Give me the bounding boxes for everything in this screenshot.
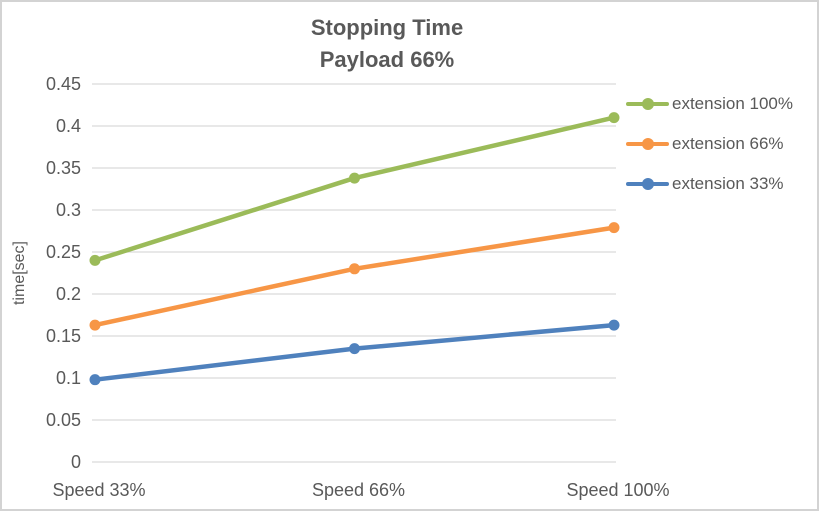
series-line [92, 225, 617, 328]
y-tick-label: 0.35 [45, 158, 81, 178]
x-tick-label: Speed 66% [311, 480, 406, 500]
chart-title-line1: Stopping Time [310, 15, 464, 40]
y-tick-label: 0.25 [45, 242, 81, 262]
y-tick-label: 0.2 [55, 284, 81, 304]
legend-label: extension 33% [672, 174, 784, 193]
y-tick-label: 0.4 [55, 116, 81, 136]
legend-item: extension 66% [626, 133, 784, 155]
y-tick-label: 0.15 [45, 326, 81, 346]
legend-marker-icon [642, 138, 654, 150]
legend-item: extension 100% [626, 93, 793, 115]
legend-line-icon [626, 138, 669, 150]
data-point [89, 254, 101, 266]
data-point [349, 172, 360, 184]
y-tick-label: 0.45 [45, 74, 81, 94]
legend-line-icon [626, 98, 669, 110]
y-tick-label: 0.3 [55, 200, 81, 220]
data-point [349, 343, 360, 355]
data-point [89, 319, 101, 331]
legend-label: extension 66% [672, 134, 784, 153]
data-point [608, 112, 620, 124]
legend-item: extension 33% [626, 173, 784, 195]
legend-label: extension 100% [672, 94, 793, 113]
y-tick-label: 0.05 [45, 410, 81, 430]
chart-title: Stopping Time Payload 66% [311, 12, 463, 76]
y-tick-label: 0 [70, 452, 81, 472]
data-point [349, 263, 360, 275]
data-point [608, 222, 620, 234]
chart-title-line2: Payload 66% [319, 47, 455, 72]
x-tick-label: Speed 100% [566, 480, 670, 500]
x-tick-label: Speed 33% [52, 480, 146, 500]
y-tick-label: 0.1 [55, 368, 81, 388]
legend-line-icon [626, 178, 669, 190]
legend-marker-icon [642, 178, 654, 190]
legend-marker-icon [642, 98, 654, 110]
data-point [608, 319, 620, 331]
data-point [89, 374, 101, 386]
